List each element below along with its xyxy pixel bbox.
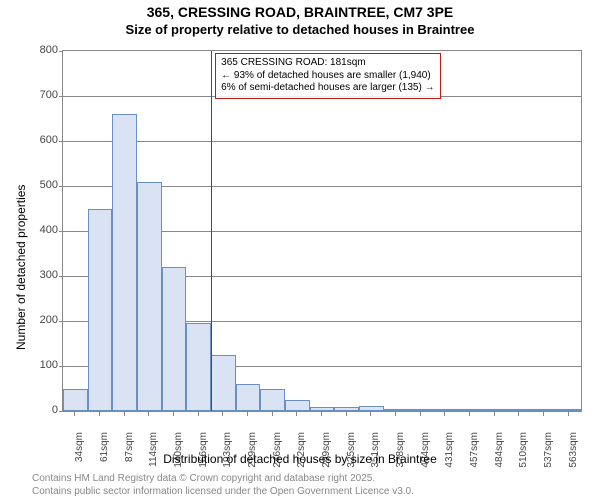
x-tickmark [494, 412, 495, 416]
x-tickmark [469, 412, 470, 416]
gridline [63, 141, 581, 142]
histogram-bar [334, 407, 359, 411]
y-tickmark [59, 231, 63, 232]
annotation-box: 365 CRESSING ROAD: 181sqm← 93% of detach… [215, 53, 440, 99]
histogram-bar [359, 406, 384, 411]
x-tickmark [124, 412, 125, 416]
y-tick-label: 800 [22, 44, 58, 56]
y-tickmark [59, 186, 63, 187]
histogram-bar [482, 409, 507, 411]
histogram-bar [507, 409, 532, 411]
x-tickmark [321, 412, 322, 416]
attribution-text: Contains HM Land Registry data © Crown c… [32, 473, 414, 498]
x-tickmark [395, 412, 396, 416]
histogram-bar [211, 355, 236, 411]
histogram-bar [260, 389, 285, 412]
y-tickmark [59, 96, 63, 97]
plot-area: 365 CRESSING ROAD: 181sqm← 93% of detach… [62, 50, 582, 412]
y-tickmark [59, 321, 63, 322]
histogram-bar [285, 400, 310, 411]
chart-title-line2: Size of property relative to detached ho… [0, 22, 600, 37]
y-tick-label: 600 [22, 134, 58, 146]
y-tick-label: 0 [22, 404, 58, 416]
chart-title-line1: 365, CRESSING ROAD, BRAINTREE, CM7 3PE [0, 4, 600, 20]
x-tickmark [444, 412, 445, 416]
histogram-bar [112, 114, 137, 411]
x-tickmark [543, 412, 544, 416]
x-tickmark [420, 412, 421, 416]
x-tickmark [568, 412, 569, 416]
x-axis-label: Distribution of detached houses by size … [0, 452, 600, 466]
x-tickmark [74, 412, 75, 416]
histogram-bar [162, 267, 187, 411]
y-tickmark [59, 51, 63, 52]
x-tick-column: 34sqm61sqm87sqm114sqm140sqm166sqm193sqm2… [62, 412, 580, 456]
y-tick-label: 400 [22, 224, 58, 236]
x-tickmark [99, 412, 100, 416]
chart-container: 365, CRESSING ROAD, BRAINTREE, CM7 3PE S… [0, 0, 600, 500]
attribution-line2: Contains public sector information licen… [32, 486, 414, 499]
x-tickmark [370, 412, 371, 416]
annotation-line1: 365 CRESSING ROAD: 181sqm [221, 57, 434, 70]
x-tickmark [518, 412, 519, 416]
y-tick-label: 500 [22, 179, 58, 191]
histogram-bar [532, 409, 557, 411]
histogram-bar [137, 182, 162, 412]
histogram-bar [310, 407, 335, 412]
histogram-bar [433, 409, 458, 411]
y-tick-label: 300 [22, 269, 58, 281]
attribution-line1: Contains HM Land Registry data © Crown c… [32, 473, 414, 486]
histogram-bar [186, 323, 211, 411]
x-tickmark [272, 412, 273, 416]
x-tickmark [346, 412, 347, 416]
x-tickmark [173, 412, 174, 416]
y-tick-column: 0100200300400500600700800 [22, 50, 60, 410]
histogram-bar [408, 409, 433, 411]
histogram-bar [458, 409, 483, 411]
annotation-line3: 6% of semi-detached houses are larger (1… [221, 82, 434, 95]
x-tickmark [198, 412, 199, 416]
histogram-bar [63, 389, 88, 412]
x-tickmark [222, 412, 223, 416]
histogram-bar [384, 409, 409, 411]
y-tickmark [59, 141, 63, 142]
x-tickmark [148, 412, 149, 416]
x-tickmark [247, 412, 248, 416]
y-tickmark [59, 276, 63, 277]
x-tickmark [296, 412, 297, 416]
y-tick-label: 700 [22, 89, 58, 101]
y-tick-label: 200 [22, 314, 58, 326]
histogram-bar [556, 409, 581, 411]
histogram-bar [88, 209, 113, 412]
y-tick-label: 100 [22, 359, 58, 371]
highlight-line [211, 51, 212, 411]
annotation-line2: ← 93% of detached houses are smaller (1,… [221, 70, 434, 83]
y-tickmark [59, 366, 63, 367]
histogram-bar [236, 384, 261, 411]
